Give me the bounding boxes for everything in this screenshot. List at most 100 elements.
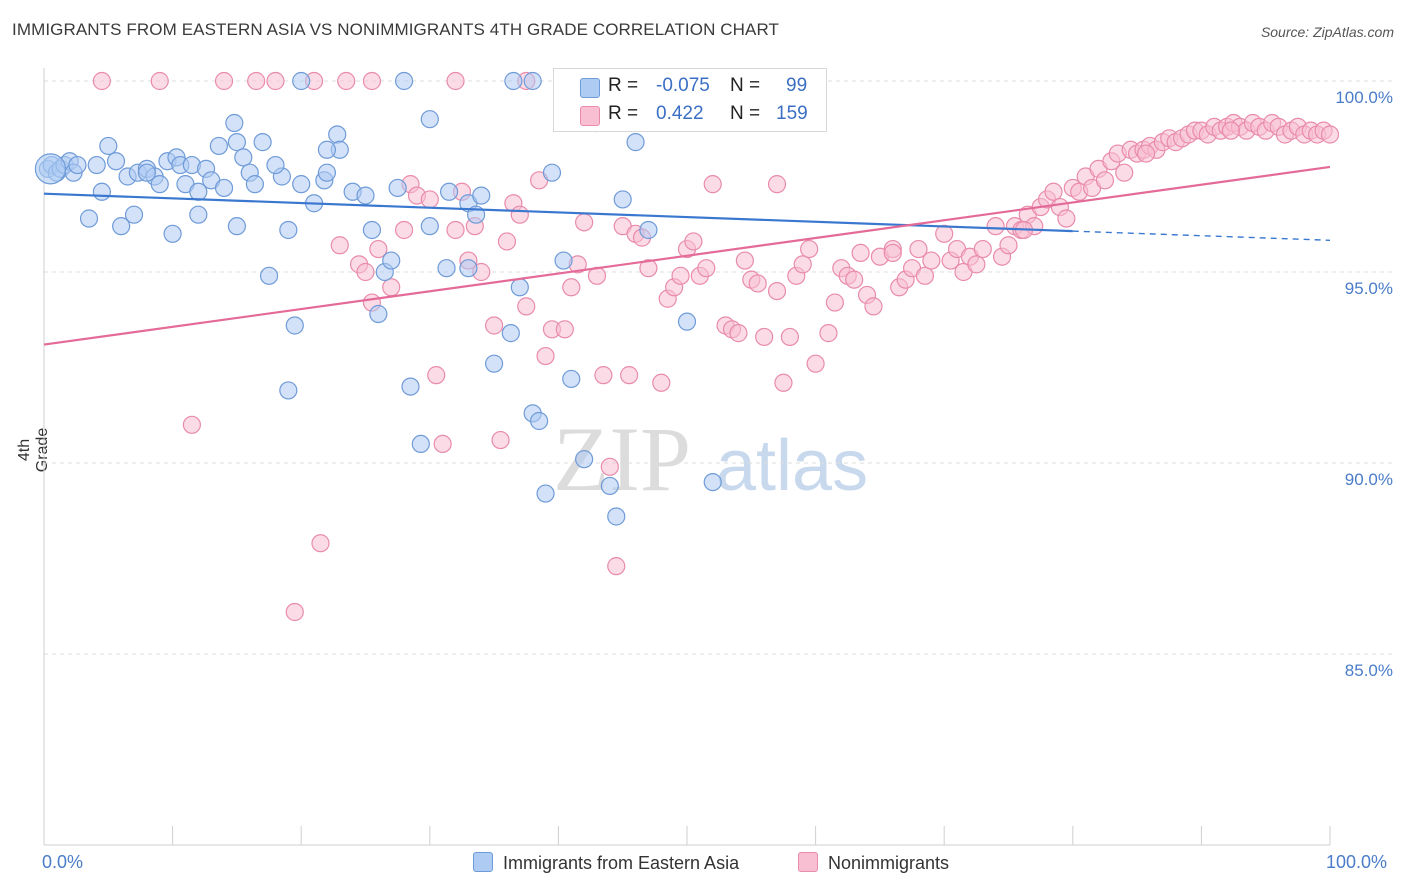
y-tick-label: 85.0%: [1345, 661, 1393, 680]
blue-point: [607, 507, 626, 526]
blue-point: [600, 476, 619, 496]
blue-point: [214, 178, 234, 198]
legend-swatch-blue: [473, 852, 493, 872]
blue-point: [356, 186, 375, 205]
pink-point: [446, 220, 465, 240]
pink-point: [999, 236, 1018, 255]
legend-item-nonimmigrants: Nonimmigrants: [798, 852, 949, 874]
watermark-atlas: atlas: [716, 426, 868, 506]
blue-point: [279, 220, 298, 240]
pink-point: [575, 213, 594, 232]
pink-point: [182, 415, 201, 434]
pink-point: [497, 232, 517, 251]
pink-point: [909, 239, 928, 259]
blue-point: [420, 217, 439, 236]
blue-point: [530, 411, 549, 431]
blue-point: [245, 175, 265, 194]
legend-r-value: -0.075: [656, 75, 710, 96]
blue-point: [542, 163, 562, 182]
pink-point: [864, 297, 883, 316]
blue-point: [388, 178, 407, 198]
blue-point: [189, 205, 208, 224]
pink-point: [607, 557, 626, 576]
blue-point: [382, 251, 401, 270]
blue-point: [437, 259, 456, 278]
pink-point: [420, 190, 439, 209]
chart-title: IMMIGRANTS FROM EASTERN ASIA VS NONIMMIG…: [12, 20, 780, 39]
blue-point: [501, 324, 520, 343]
pink-point: [394, 220, 414, 240]
blue-point: [485, 354, 504, 373]
pink-point: [555, 320, 574, 339]
blue-point: [536, 484, 555, 503]
blue-point: [259, 266, 279, 285]
trend-line-immigrants: [43, 192, 1073, 233]
trend-line-nonimmigrants: [43, 165, 1331, 346]
blue-point: [150, 175, 169, 194]
pink-point: [620, 366, 639, 385]
legend-r-label: R =: [608, 75, 639, 96]
blue-point: [227, 217, 246, 236]
legend-r-value: 0.422: [656, 103, 704, 124]
blue-point: [68, 155, 87, 175]
legend-r-label: R =: [608, 103, 639, 124]
watermark-zip: ZIP: [553, 408, 691, 510]
pink-point: [915, 266, 935, 285]
pink-point: [1057, 209, 1076, 228]
blue-point: [472, 186, 491, 205]
legend-n-label: N =: [730, 103, 761, 124]
legend-n-label: N =: [730, 75, 761, 96]
blue-point: [292, 71, 311, 91]
blue-point: [626, 133, 645, 152]
trend-line-immigrants-extension: [1072, 230, 1331, 241]
x-tick-max: 100.0%: [1326, 852, 1388, 872]
pink-point: [247, 71, 266, 91]
blue-point: [401, 377, 420, 396]
source-label: Source: ZipAtlas.com: [1260, 24, 1394, 40]
pink-point: [851, 243, 870, 262]
legend-n-value: 159: [776, 103, 808, 124]
blue-point: [99, 136, 118, 156]
blue-point: [225, 113, 244, 133]
pink-point: [369, 239, 388, 259]
pink-point: [517, 297, 536, 316]
pink-point: [780, 327, 799, 347]
pink-point: [703, 175, 722, 194]
pink-point: [594, 366, 613, 385]
legend-item-immigrants: Immigrants from Eastern Asia: [473, 852, 739, 874]
pink-point: [767, 175, 787, 194]
pink-point: [382, 278, 401, 297]
blue-point: [317, 163, 337, 182]
blue-point: [34, 153, 67, 185]
blue-point: [613, 190, 632, 209]
blue-point: [439, 182, 459, 201]
pink-point: [510, 205, 529, 224]
blue-point: [163, 224, 182, 243]
pink-point: [800, 239, 819, 259]
y-tick-label: 95.0%: [1345, 279, 1393, 298]
pink-point: [806, 354, 825, 373]
pink-point: [639, 259, 658, 278]
y-tick-label: 100.0%: [1335, 88, 1393, 107]
pink-point: [285, 602, 304, 622]
legend-swatch-blue: [580, 78, 600, 98]
blue-point: [369, 304, 388, 324]
blue-point: [362, 220, 382, 240]
blue-point: [677, 312, 697, 331]
legend-swatch-pink: [580, 106, 600, 126]
pink-point: [214, 71, 234, 91]
pink-point: [652, 373, 671, 392]
blue-point: [562, 369, 581, 389]
blue-point: [87, 155, 106, 175]
legend-n-value: 99: [786, 75, 808, 96]
pink-point: [337, 71, 356, 91]
blue-point: [227, 133, 246, 152]
pink-point: [330, 236, 349, 255]
blue-point: [285, 316, 304, 335]
x-tick-min: 0.0%: [42, 852, 84, 872]
blue-point: [639, 220, 658, 240]
pink-point: [491, 430, 510, 450]
blue-point: [253, 133, 272, 152]
pink-point: [536, 346, 555, 366]
pink-point: [1095, 171, 1115, 190]
